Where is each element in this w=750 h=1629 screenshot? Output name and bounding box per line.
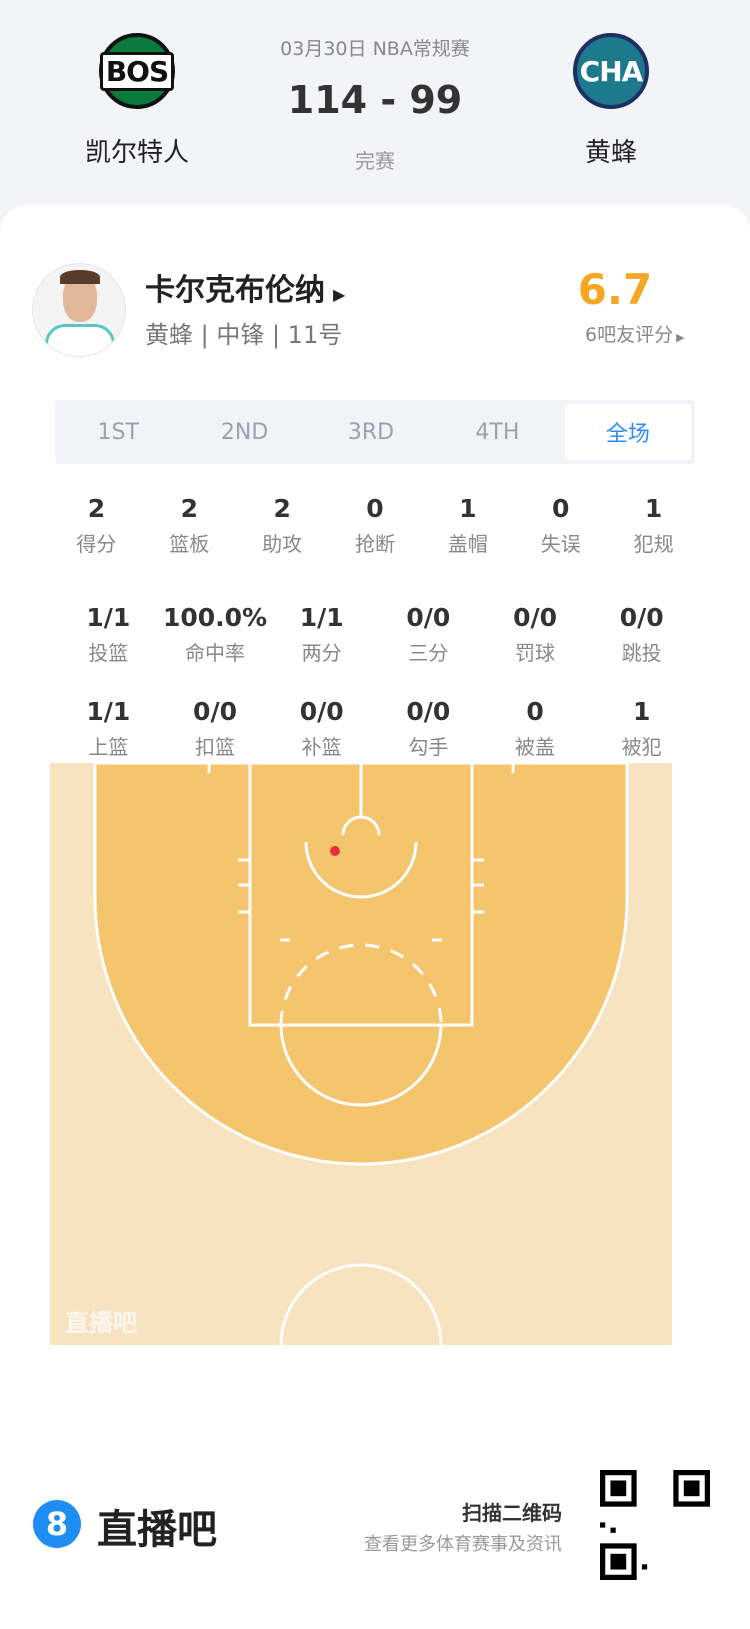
stat-label: 被盖 [515, 735, 556, 759]
three-point-area [93, 763, 629, 1166]
stat-label: 上篮 [88, 735, 129, 759]
caret-right-icon: ▶ [333, 285, 346, 304]
court-lines [207, 763, 515, 1345]
player-name[interactable]: 卡尔克布伦纳 ▶ [145, 273, 346, 308]
tab-1st[interactable]: 1ST [97, 419, 139, 445]
match-status: 完赛 [355, 149, 395, 173]
stat-fg: 1/1 投篮 [55, 603, 162, 666]
stat-label: 被犯 [621, 735, 662, 759]
stat-label: 三分 [408, 641, 449, 665]
stat-value: 2 [180, 494, 198, 523]
stat-ft: 0/0 罚球 [482, 603, 589, 666]
stat-label: 失误 [540, 532, 581, 556]
stats-row-shooting: 1/1 投篮 100.0% 命中率 1/1 两分 0/0 三分 0/0 罚球 0/0 跳投 [55, 603, 695, 666]
stat-label: 犯规 [633, 532, 674, 556]
qr-title: 扫描二维码 [462, 1501, 562, 1525]
stat-hooks: 0/0 勾手 [375, 697, 482, 760]
stat-label: 命中率 [185, 641, 245, 665]
stat-value: 0/0 [619, 603, 664, 632]
stat-label: 投篮 [88, 641, 129, 665]
brand-logo-icon: 8 [33, 1500, 81, 1548]
stat-blocked: 0 被盖 [482, 697, 589, 760]
stat-value: 1 [459, 494, 477, 523]
tab-3rd[interactable]: 3RD [347, 419, 395, 445]
stat-fouled: 1 被犯 [588, 697, 695, 760]
stat-value: 1/1 [86, 697, 131, 726]
stat-value: 0/0 [299, 697, 344, 726]
stat-blocks: 1 盖帽 [421, 494, 514, 557]
brand-name: 直播吧 [97, 1507, 217, 1553]
stat-tip-ins: 0/0 补篮 [268, 697, 375, 760]
stat-label: 罚球 [515, 641, 556, 665]
period-tabs: 1ST 2ND 3RD 4TH 全场 [55, 400, 695, 464]
stat-value: 0/0 [406, 697, 451, 726]
stat-value: 0 [552, 494, 570, 523]
player-avatar[interactable] [32, 263, 126, 357]
stat-turnovers: 0 失误 [514, 494, 607, 557]
stat-value: 1/1 [299, 603, 344, 632]
stats-row-basic: 2 得分 2 篮板 2 助攻 0 抢断 1 盖帽 0 失误 1 犯规 [50, 494, 700, 557]
stat-value: 0 [366, 494, 384, 523]
tab-full-game[interactable]: 全场 [564, 404, 692, 460]
stat-label: 跳投 [621, 641, 662, 665]
tab-4th[interactable]: 4TH [475, 419, 520, 445]
player-rating: 6.7 [577, 265, 653, 314]
court-watermark: 直播吧 [65, 1309, 137, 1337]
qr-code-icon[interactable] [600, 1470, 710, 1580]
stat-value: 0 [526, 697, 544, 726]
stat-value: 1 [632, 697, 651, 726]
match-date-league: 03月30日 NBA常规赛 [280, 38, 470, 60]
stat-dunks: 0/0 扣篮 [162, 697, 269, 760]
stat-value: 1 [644, 494, 663, 523]
away-team-name[interactable]: 黄蜂 [584, 138, 637, 168]
stat-assists: 2 助攻 [236, 494, 329, 557]
stat-rebounds: 2 篮板 [143, 494, 236, 557]
stat-value: 1/1 [86, 603, 131, 632]
rating-link[interactable]: 6吧友评分 ▶ [585, 324, 685, 346]
stat-label: 勾手 [408, 735, 449, 759]
stat-steals: 0 抢断 [329, 494, 422, 557]
stat-label: 抢断 [355, 532, 395, 556]
stat-value: 0/0 [513, 603, 557, 632]
bos-team-logo[interactable]: BOS [99, 33, 175, 109]
stat-three-pt: 0/0 三分 [375, 603, 482, 666]
stat-label: 补篮 [301, 735, 342, 759]
cha-team-logo[interactable]: CHA [573, 33, 649, 109]
stat-value: 0/0 [406, 603, 451, 632]
stat-label: 得分 [76, 532, 117, 556]
caret-right-icon: ▶ [676, 331, 685, 344]
shot-made-marker[interactable] [330, 846, 340, 856]
stats-row-shot-types: 1/1 上篮 0/0 扣篮 0/0 补篮 0/0 勾手 0 被盖 1 被犯 [55, 697, 695, 760]
stat-value: 0/0 [193, 697, 237, 726]
player-info: 黄蜂 | 中锋 | 11号 [145, 321, 343, 349]
stat-jumpers: 0/0 跳投 [588, 603, 695, 666]
stat-label: 盖帽 [447, 532, 488, 556]
stat-label: 助攻 [262, 532, 303, 556]
shot-chart-court: 直播吧 [50, 763, 672, 1345]
stat-fouls: 1 犯规 [607, 494, 700, 557]
stat-fg-pct: 100.0% 命中率 [162, 603, 269, 666]
stat-points: 2 得分 [50, 494, 143, 557]
tab-2nd[interactable]: 2ND [220, 419, 269, 445]
stat-label: 篮板 [169, 532, 210, 556]
stat-value: 100.0% [162, 603, 268, 632]
stat-two-pt: 1/1 两分 [268, 603, 375, 666]
stat-label: 两分 [301, 641, 342, 665]
qr-subtitle: 查看更多体育赛事及资讯 [364, 1534, 562, 1555]
match-score: 114 - 99 [287, 78, 463, 122]
stat-label: 扣篮 [195, 735, 235, 759]
stat-layups: 1/1 上篮 [55, 697, 162, 760]
stat-value: 2 [87, 494, 106, 523]
home-team-name[interactable]: 凯尔特人 [84, 138, 189, 168]
stat-value: 2 [273, 494, 291, 523]
